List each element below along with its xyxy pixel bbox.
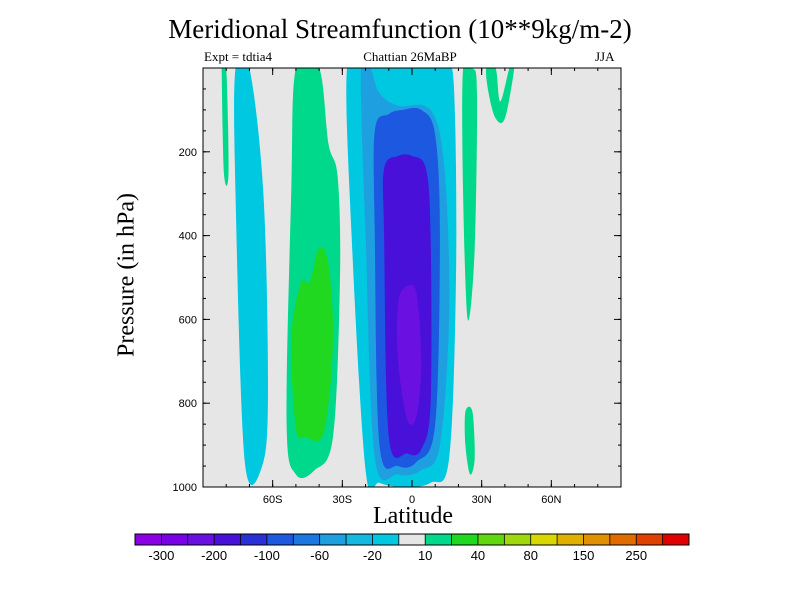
x-tick-layer: 60S 30S 0 30N 60N bbox=[202, 68, 622, 506]
colorbar-frame bbox=[134, 533, 690, 546]
contour-region-11 bbox=[485, 68, 515, 124]
colorbar-swatch bbox=[161, 534, 189, 545]
x-tick-label: 0 bbox=[409, 494, 415, 506]
colorbar-label: -200 bbox=[201, 548, 227, 563]
y-tick-label: 1000 bbox=[173, 482, 197, 494]
colorbar-swatch bbox=[187, 534, 215, 545]
contour-region-8 bbox=[396, 284, 422, 426]
colorbar-label: 250 bbox=[625, 548, 647, 563]
contour-region-2 bbox=[221, 68, 229, 186]
x-tick-label: 60N bbox=[541, 494, 561, 506]
experiment-label: Expt = tdtia4 bbox=[204, 49, 272, 64]
y-tick-label: 200 bbox=[179, 147, 197, 159]
contour-region-1 bbox=[291, 247, 334, 442]
contour-region-10 bbox=[464, 406, 475, 475]
colorbar-swatch bbox=[240, 534, 268, 545]
colorbar-label: 10 bbox=[418, 548, 432, 563]
colorbar-swatch bbox=[504, 534, 532, 545]
colorbar-swatch bbox=[557, 534, 584, 545]
colorbar-label: -60 bbox=[310, 548, 329, 563]
x-tick-label: 30N bbox=[472, 494, 492, 506]
x-tick-label: 30S bbox=[333, 494, 353, 506]
colorbar-swatch bbox=[398, 534, 426, 545]
colorbar: -300 -200 -100 -60 -20 10 40 80 150 250 bbox=[134, 533, 690, 563]
y-tick-label: 400 bbox=[179, 231, 197, 243]
colorbar-swatch bbox=[346, 534, 373, 545]
colorbar-swatch bbox=[477, 534, 505, 545]
colorbar-label: -20 bbox=[363, 548, 382, 563]
colorbar-swatch bbox=[583, 534, 611, 545]
colorbar-swatch bbox=[425, 534, 452, 545]
y-tick-layer: 200 400 600 800 1000 bbox=[173, 67, 621, 494]
contour-region-9 bbox=[462, 68, 478, 321]
colorbar-swatch bbox=[319, 534, 347, 545]
colorbar-swatch bbox=[135, 534, 162, 545]
colorbar-label: 80 bbox=[523, 548, 537, 563]
x-axis-label: Latitude bbox=[373, 503, 453, 529]
colorbar-swatch bbox=[451, 534, 479, 545]
colorbar-swatch bbox=[636, 534, 663, 545]
y-tick-label: 800 bbox=[179, 398, 197, 410]
contour-region-3 bbox=[234, 68, 268, 486]
colorbar-swatch bbox=[609, 534, 637, 545]
colorbar-label: -300 bbox=[148, 548, 174, 563]
colorbar-label: 40 bbox=[471, 548, 485, 563]
colorbar-swatch bbox=[293, 534, 320, 545]
colorbar-swatch bbox=[530, 534, 558, 545]
colorbar-swatch bbox=[662, 534, 690, 545]
x-tick-label: 60S bbox=[263, 494, 283, 506]
chart-title: Meridional Streamfunction (10**9kg/m-2) bbox=[168, 14, 632, 44]
colorbar-label: 150 bbox=[573, 548, 595, 563]
colorbar-swatch bbox=[214, 534, 241, 545]
season-label: JJA bbox=[595, 49, 615, 64]
colorbar-label: -100 bbox=[254, 548, 280, 563]
y-tick-label: 600 bbox=[179, 314, 197, 326]
contour-layer bbox=[221, 68, 515, 487]
colorbar-swatch bbox=[266, 534, 294, 545]
colorbar-swatch bbox=[372, 534, 400, 545]
period-label: Chattian 26MaBP bbox=[363, 49, 457, 64]
